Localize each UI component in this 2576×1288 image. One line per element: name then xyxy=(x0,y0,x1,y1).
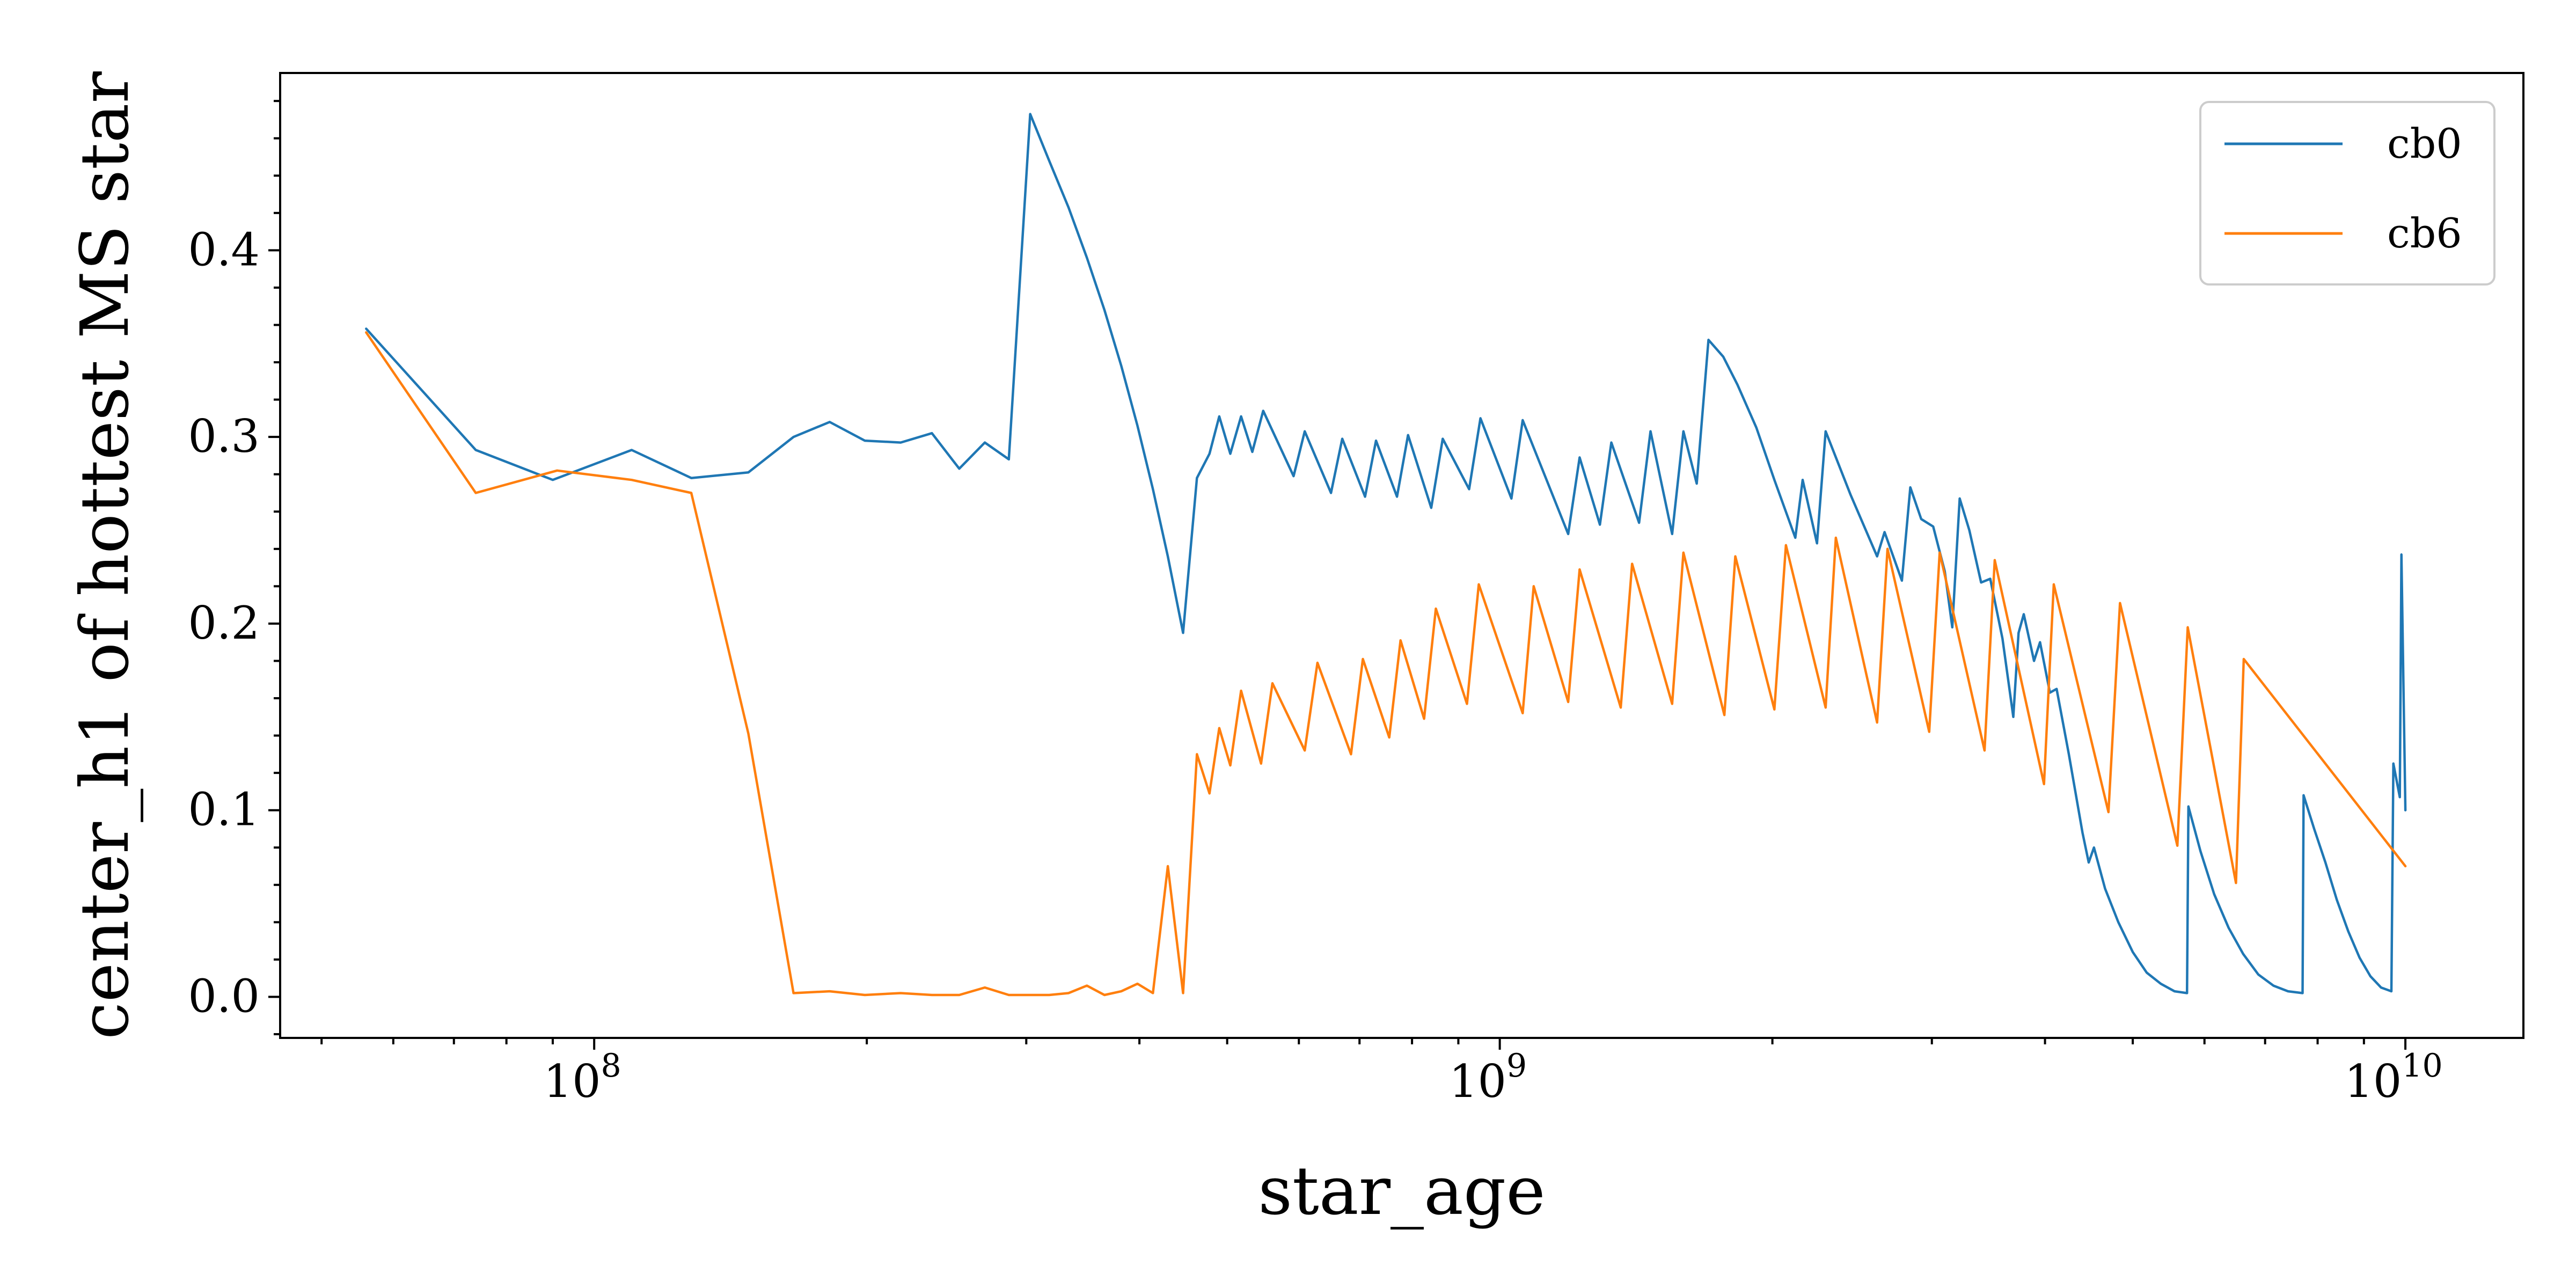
series-line-cb6 xyxy=(365,331,2407,997)
x-tick-label: 109 xyxy=(1449,1047,1527,1108)
legend-frame xyxy=(2199,101,2496,286)
legend: cb0 cb6 xyxy=(2199,101,2496,286)
y-tick-label: 0.4 xyxy=(188,223,260,276)
x-axis-label: star_age xyxy=(1258,1153,1545,1230)
x-tick-label: 108 xyxy=(544,1047,621,1108)
x-axis: 108 109 1010 xyxy=(320,1038,2443,1108)
x-tick-label: 1010 xyxy=(2344,1047,2442,1108)
legend-label-cb0: cb0 xyxy=(2387,120,2462,167)
y-tick-label: 0.3 xyxy=(188,410,260,463)
series-line-cb0 xyxy=(365,113,2407,994)
y-tick-label: 0.2 xyxy=(188,597,260,649)
y-tick-label: 0.1 xyxy=(188,784,260,836)
y-axis: 0.0 0.1 0.2 0.3 0.4 xyxy=(188,100,280,1036)
y-tick-label: 0.0 xyxy=(188,970,260,1022)
series-group xyxy=(365,113,2407,997)
plot-frame xyxy=(279,72,2524,1039)
y-axis-label: center_h1 of hottest MS star xyxy=(67,71,144,1039)
legend-label-cb6: cb6 xyxy=(2387,209,2462,257)
